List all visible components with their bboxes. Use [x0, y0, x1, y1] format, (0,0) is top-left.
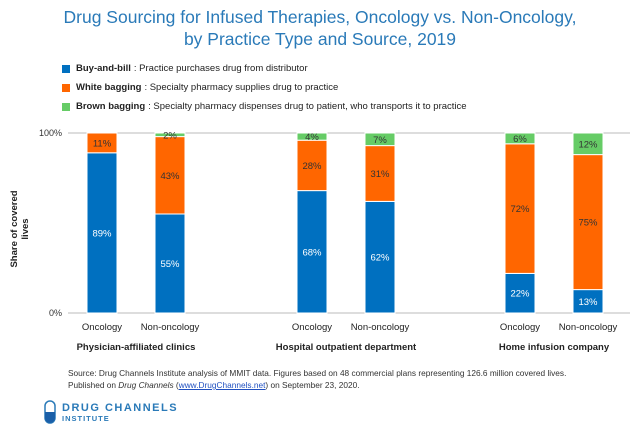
- capsule-icon: [44, 400, 56, 424]
- legend-desc: Specialty pharmacy dispenses drug to pat…: [153, 101, 467, 112]
- bar-brown-bagging: [296, 132, 328, 141]
- data-label: 31%: [370, 169, 390, 180]
- title-line-1: Drug Sourcing for Infused Therapies, Onc…: [63, 7, 577, 27]
- legend-buy-and-bill: Buy-and-bill: Practice purchases drug fr…: [62, 63, 308, 74]
- group-label: Home infusion company: [499, 342, 610, 353]
- bar-white-bagging: [572, 154, 604, 291]
- data-label: 6%: [513, 134, 527, 145]
- data-label: 62%: [370, 253, 390, 264]
- data-label: 43%: [160, 171, 180, 182]
- legend-swatch: [62, 64, 70, 73]
- bar-white-bagging: [504, 143, 536, 274]
- data-label: 89%: [92, 228, 112, 239]
- legend-swatch: [62, 102, 70, 111]
- published-mid: (: [173, 380, 179, 390]
- x-tick-label: Oncology: [292, 322, 332, 333]
- x-tick-label: Non-oncology: [351, 322, 410, 333]
- data-label: 12%: [578, 139, 598, 150]
- logo-line2: INSTITUTE: [62, 413, 110, 423]
- logo-line1: DRUG CHANNELS: [62, 401, 179, 414]
- data-label: 68%: [302, 247, 322, 258]
- source-note: Source: Drug Channels Institute analysis…: [68, 367, 566, 391]
- y-tick-label: 100%: [39, 128, 62, 138]
- title-line-2: by Practice Type and Source, 2019: [183, 29, 457, 49]
- published-pre: Published on: [68, 380, 119, 390]
- chart-plot: 100% 0% 89% 11% Oncology 55% 43% 2% Non-oncology…: [39, 128, 630, 353]
- bar-brown-bagging: [154, 132, 186, 138]
- legend-desc: Specialty pharmacy supplies drug to prac…: [149, 82, 339, 93]
- x-tick-label: Oncology: [500, 322, 540, 333]
- legend-name: Brown bagging: [76, 101, 146, 112]
- group-label: Hospital outpatient department: [276, 342, 417, 353]
- legend-desc: Practice purchases drug from distributor: [139, 63, 308, 74]
- bar-buy-and-bill: [86, 152, 118, 314]
- chart-title: Drug Sourcing for Infused Therapies, Onc…: [0, 6, 640, 50]
- data-label: 22%: [510, 289, 530, 300]
- group-label: Physician-affiliated clinics: [77, 342, 196, 353]
- data-label: 11%: [93, 138, 112, 149]
- data-label: 55%: [160, 259, 180, 270]
- x-tick-label: Oncology: [82, 322, 122, 333]
- x-tick-label: Non-oncology: [141, 322, 200, 333]
- published-post: ) on September 23, 2020.: [265, 380, 360, 390]
- bar-buy-and-bill: [154, 213, 186, 314]
- bar-brown-bagging: [572, 132, 604, 156]
- legend-name: Buy-and-bill: [76, 63, 131, 74]
- published-line: Published on Drug Channels (www.DrugChan…: [68, 379, 566, 391]
- data-label: 75%: [578, 218, 598, 229]
- data-label: 72%: [510, 204, 530, 215]
- x-tick-label: Non-oncology: [559, 322, 618, 333]
- data-label: 13%: [578, 297, 598, 308]
- legend-white-bagging: White bagging: Specialty pharmacy suppli…: [62, 82, 338, 93]
- source-line: Source: Drug Channels Institute analysis…: [68, 368, 567, 378]
- data-label: 2%: [163, 130, 177, 141]
- bar-white-bagging: [364, 145, 396, 202]
- legend-brown-bagging: Brown bagging: Specialty pharmacy dispen…: [62, 101, 467, 112]
- y-tick-label: 0%: [49, 308, 62, 318]
- legend-name: White bagging: [76, 82, 142, 93]
- data-label: 4%: [305, 132, 319, 143]
- bar-brown-bagging: [504, 132, 536, 145]
- bar-white-bagging: [296, 139, 328, 192]
- bar-buy-and-bill: [364, 200, 396, 314]
- bar-buy-and-bill: [504, 272, 536, 314]
- legend-swatch: [62, 83, 70, 92]
- data-label: 28%: [302, 161, 322, 172]
- published-italic: Drug Channels: [118, 380, 174, 390]
- bar-white-bagging: [86, 132, 118, 154]
- data-label: 7%: [373, 135, 387, 146]
- bar-brown-bagging: [364, 132, 396, 147]
- logo: DRUG CHANNELS INSTITUTE: [44, 400, 178, 424]
- bar-buy-and-bill: [296, 190, 328, 314]
- source-link[interactable]: www.DrugChannels.net: [178, 380, 266, 390]
